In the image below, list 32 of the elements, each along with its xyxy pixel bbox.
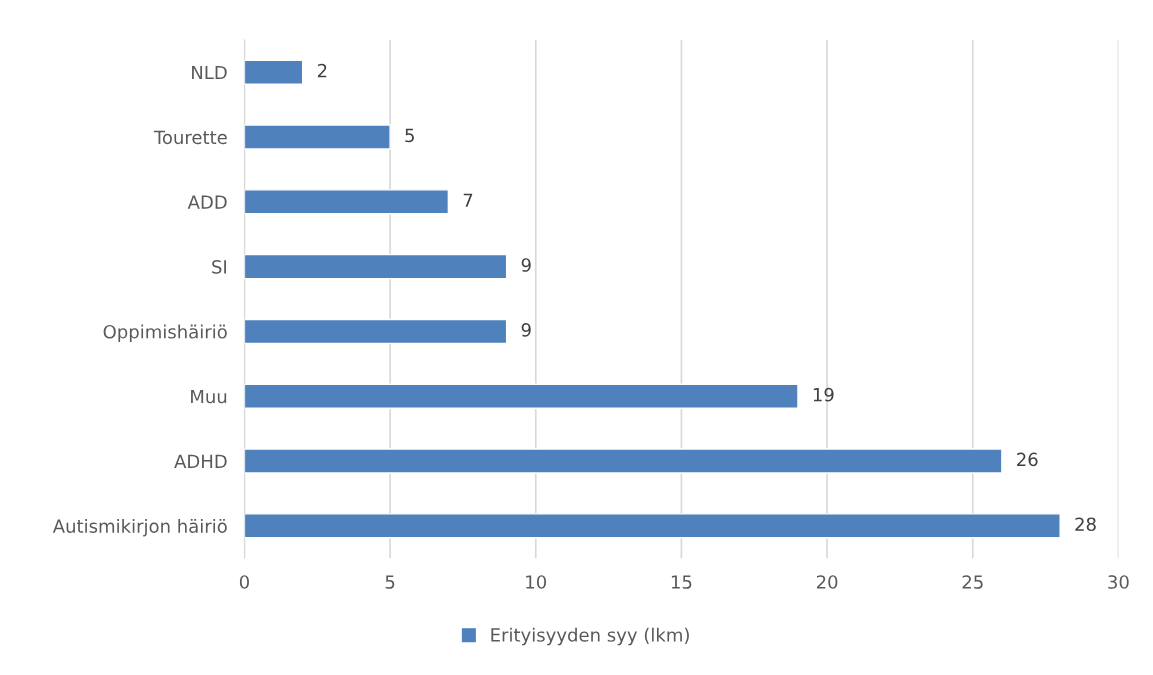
y-tick-label: NLD bbox=[192, 65, 227, 80]
x-tick-label: 30 bbox=[1108, 575, 1129, 589]
y-tick-label: Muu bbox=[191, 389, 227, 404]
y-tick-label: ADHD bbox=[174, 454, 227, 468]
x-tick-label: 15 bbox=[671, 575, 692, 589]
y-tick-label: Oppimishäiriö bbox=[103, 324, 227, 343]
bar bbox=[244, 318, 508, 345]
y-tick-label: Tourette bbox=[153, 130, 227, 145]
x-tick-label: 0 bbox=[239, 575, 249, 589]
x-tick-label: 25 bbox=[962, 575, 983, 589]
data-label: 19 bbox=[813, 387, 834, 402]
y-tick-label: Autismikirjon häiriö bbox=[52, 518, 227, 537]
y-tick-label: SI bbox=[212, 260, 226, 274]
legend-label: Erityisyyden syy (lkm) bbox=[491, 627, 689, 646]
bar bbox=[244, 189, 450, 215]
y-tick-label: ADD bbox=[187, 195, 227, 209]
bar bbox=[244, 124, 391, 150]
x-tick-label: 10 bbox=[526, 575, 547, 589]
data-label: 9 bbox=[521, 323, 531, 337]
bar bbox=[244, 448, 1003, 474]
data-label: 9 bbox=[521, 258, 531, 272]
data-label: 2 bbox=[317, 63, 327, 78]
data-label: 26 bbox=[1017, 452, 1038, 467]
x-tick-label: 5 bbox=[385, 575, 395, 589]
bar bbox=[244, 513, 1061, 539]
x-tick-label: 20 bbox=[816, 575, 838, 589]
bar bbox=[244, 383, 799, 409]
data-label: 28 bbox=[1075, 517, 1096, 532]
bar bbox=[244, 253, 508, 280]
data-label: 7 bbox=[463, 193, 473, 207]
data-label: 5 bbox=[405, 128, 414, 143]
bar bbox=[244, 59, 304, 85]
